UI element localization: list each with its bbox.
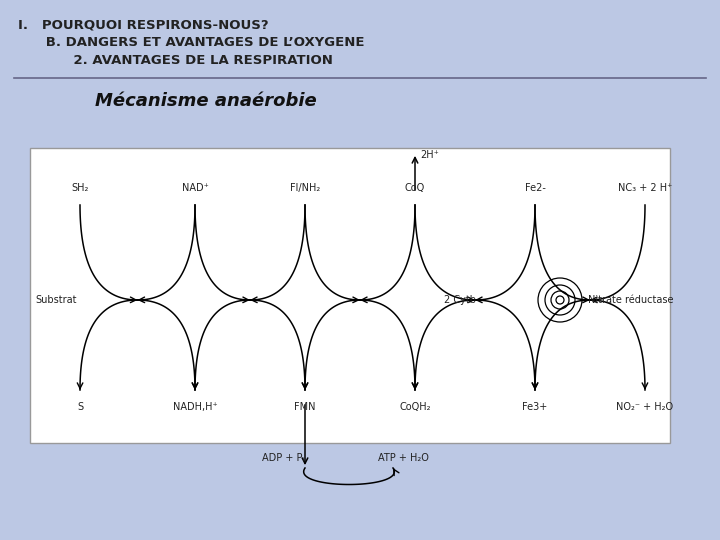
Text: B. DANGERS ET AVANTAGES DE L’OXYGENE: B. DANGERS ET AVANTAGES DE L’OXYGENE xyxy=(18,36,364,49)
Bar xyxy=(30,148,670,443)
Text: NAD⁺: NAD⁺ xyxy=(181,183,208,193)
Text: NC₃ + 2 H⁺: NC₃ + 2 H⁺ xyxy=(618,183,672,193)
Text: ADP + Pᵢ: ADP + Pᵢ xyxy=(262,453,304,463)
Text: FMN: FMN xyxy=(294,402,316,412)
Text: CoQ: CoQ xyxy=(405,183,425,193)
Text: 2H⁺: 2H⁺ xyxy=(420,150,439,160)
Text: NADH,H⁺: NADH,H⁺ xyxy=(173,402,217,412)
Text: Fe3+: Fe3+ xyxy=(523,402,548,412)
Text: NO₂⁻ + H₂O: NO₂⁻ + H₂O xyxy=(616,402,674,412)
Text: Fe2-: Fe2- xyxy=(525,183,546,193)
Text: S: S xyxy=(77,402,83,412)
Text: Substrat: Substrat xyxy=(35,295,76,305)
Text: SH₂: SH₂ xyxy=(71,183,89,193)
Text: I.   POURQUOI RESPIRONS-NOUS?: I. POURQUOI RESPIRONS-NOUS? xyxy=(18,18,269,31)
Text: CoQH₂: CoQH₂ xyxy=(400,402,431,412)
Text: 2 Cytb: 2 Cytb xyxy=(444,295,476,305)
Text: Mécanisme anaérobie: Mécanisme anaérobie xyxy=(95,92,317,110)
Text: Nitrate réductase: Nitrate réductase xyxy=(588,295,673,305)
Text: ATP + H₂O: ATP + H₂O xyxy=(377,453,428,463)
Text: 2. AVANTAGES DE LA RESPIRATION: 2. AVANTAGES DE LA RESPIRATION xyxy=(18,54,333,67)
Text: Fl/NH₂: Fl/NH₂ xyxy=(290,183,320,193)
